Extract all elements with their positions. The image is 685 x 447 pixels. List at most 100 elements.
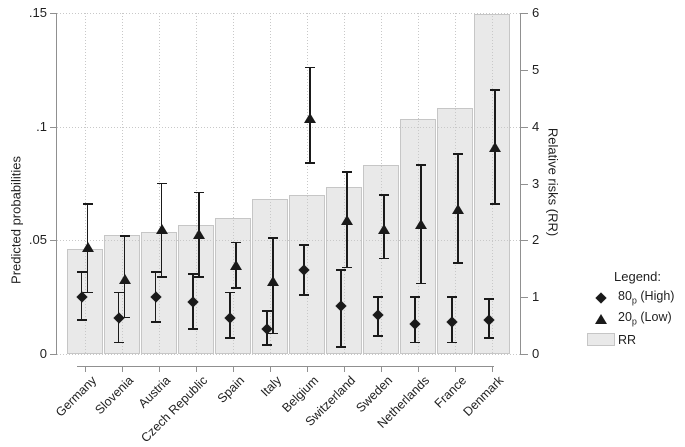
bar-rr <box>178 224 214 354</box>
bar-rr <box>141 231 177 354</box>
x-axis-tick <box>418 365 420 372</box>
low20-triangle-marker <box>341 214 354 225</box>
high80-ci-cap-bottom <box>150 321 161 323</box>
category-label: Denmark <box>460 373 507 420</box>
legend-rows: 80p (High) 20p (Low) RR <box>584 287 684 350</box>
low20-ci-cap-top <box>230 241 241 244</box>
legend-row: 80p (High) <box>584 287 684 308</box>
legend: Legend: 80p (High) 20p (Low) RR <box>584 269 684 350</box>
low20-ci-cap-bottom <box>379 257 390 260</box>
high80-ci-cap-bottom <box>373 334 384 337</box>
high80-ci-cap-top <box>224 291 235 294</box>
swatch-icon <box>587 333 615 346</box>
low20-triangle-marker <box>229 260 242 271</box>
legend-item-label: 20p (Low) <box>618 310 672 327</box>
right-axis-tick-label: 4 <box>532 118 540 134</box>
v-gridline <box>121 13 123 354</box>
right-axis-tick-label: 6 <box>532 5 540 20</box>
v-gridline <box>418 13 420 354</box>
left-axis-tick-label: 0 <box>39 346 47 361</box>
left-axis-tick-label: .1 <box>36 118 47 134</box>
high80-ci-cap-top <box>299 243 310 246</box>
right-axis-tick-label: 0 <box>532 346 540 361</box>
low20-ci-cap-bottom <box>453 262 464 264</box>
x-axis-tick <box>455 365 457 372</box>
x-axis-tick <box>232 365 234 372</box>
low20-triangle-marker <box>415 219 428 230</box>
v-gridline <box>381 13 383 354</box>
right-axis-tick <box>521 69 528 71</box>
low20-ci-cap-top <box>119 234 130 237</box>
high80-ci-cap-bottom <box>410 341 421 344</box>
low20-triangle-marker <box>452 203 465 214</box>
high80-ci-cap-bottom <box>76 318 87 321</box>
low20-ci-cap-bottom <box>156 275 167 278</box>
high80-ci-cap-bottom <box>187 327 198 330</box>
x-axis-tick <box>121 365 123 372</box>
low20-ci-cap-bottom <box>416 282 427 285</box>
left-axis-line <box>56 13 57 355</box>
high80-ci-cap-top <box>76 271 87 273</box>
bar-rr <box>363 164 399 354</box>
legend-marker-swatch <box>584 333 618 346</box>
low20-ci-cap-bottom <box>119 316 130 319</box>
legend-marker-triangle-icon <box>584 313 618 324</box>
right-axis-tick-label: 5 <box>532 61 540 77</box>
legend-row: 20p (Low) <box>584 308 684 329</box>
v-gridline <box>84 13 86 354</box>
x-axis-tick <box>381 365 383 372</box>
high80-ci-cap-top <box>187 273 198 276</box>
right-axis-tick-label: 1 <box>532 289 540 305</box>
low20-ci-cap-bottom <box>490 202 501 205</box>
high80-ci-cap-top <box>336 268 347 271</box>
high80-ci-cap-top <box>373 296 384 298</box>
right-axis-tick <box>521 354 528 355</box>
high80-ci-cap-bottom <box>484 337 495 339</box>
high80-ci-cap-top <box>113 291 124 294</box>
low20-ci-cap-top <box>82 202 93 205</box>
category-label: Spain <box>214 373 248 406</box>
low20-ci-cap-top <box>453 152 464 155</box>
left-axis-tick <box>50 240 56 242</box>
right-axis-tick <box>521 13 528 14</box>
left-axis-tick <box>50 126 56 128</box>
high80-ci-cap-bottom <box>113 341 124 344</box>
high80-ci-cap-bottom <box>447 341 458 344</box>
low20-ci-cap-top <box>416 164 427 167</box>
v-gridline <box>269 13 271 354</box>
right-axis-tick <box>521 240 528 242</box>
high80-ci-cap-top <box>410 296 421 298</box>
low20-triangle-marker <box>118 273 131 284</box>
category-label: Slovenia <box>92 373 137 418</box>
low20-ci-cap-bottom <box>193 275 204 278</box>
high80-ci-cap-top <box>484 298 495 301</box>
v-gridline <box>344 13 346 354</box>
x-axis-tick <box>307 365 309 372</box>
left-axis-tick <box>50 354 56 355</box>
low20-ci-cap-top <box>156 182 167 185</box>
low20-ci-cap-top <box>267 237 278 239</box>
v-gridline <box>195 13 197 354</box>
left-axis-tick-label: .05 <box>28 232 47 248</box>
left-axis-tick <box>50 13 56 14</box>
high80-ci-cap-top <box>447 296 458 298</box>
right-axis-tick <box>521 183 528 185</box>
diamond-icon <box>595 291 607 304</box>
low20-triangle-marker <box>304 112 317 123</box>
left-axis-tick-label: .15 <box>28 5 47 20</box>
legend-item-label: 80p (High) <box>618 289 675 306</box>
v-gridline <box>492 13 494 354</box>
x-axis-tick <box>84 365 86 372</box>
x-axis-tick <box>269 365 271 372</box>
low20-triangle-marker <box>155 223 168 234</box>
x-axis-tick <box>195 365 197 372</box>
high80-ci-cap-top <box>261 309 272 312</box>
low20-ci-cap-top <box>193 191 204 194</box>
right-axis-tick <box>521 297 528 299</box>
low20-ci-cap-bottom <box>305 162 316 164</box>
legend-item-label: RR <box>618 332 637 347</box>
h-gridline <box>57 126 520 128</box>
bar-rr <box>104 235 140 354</box>
h-gridline <box>57 354 520 355</box>
